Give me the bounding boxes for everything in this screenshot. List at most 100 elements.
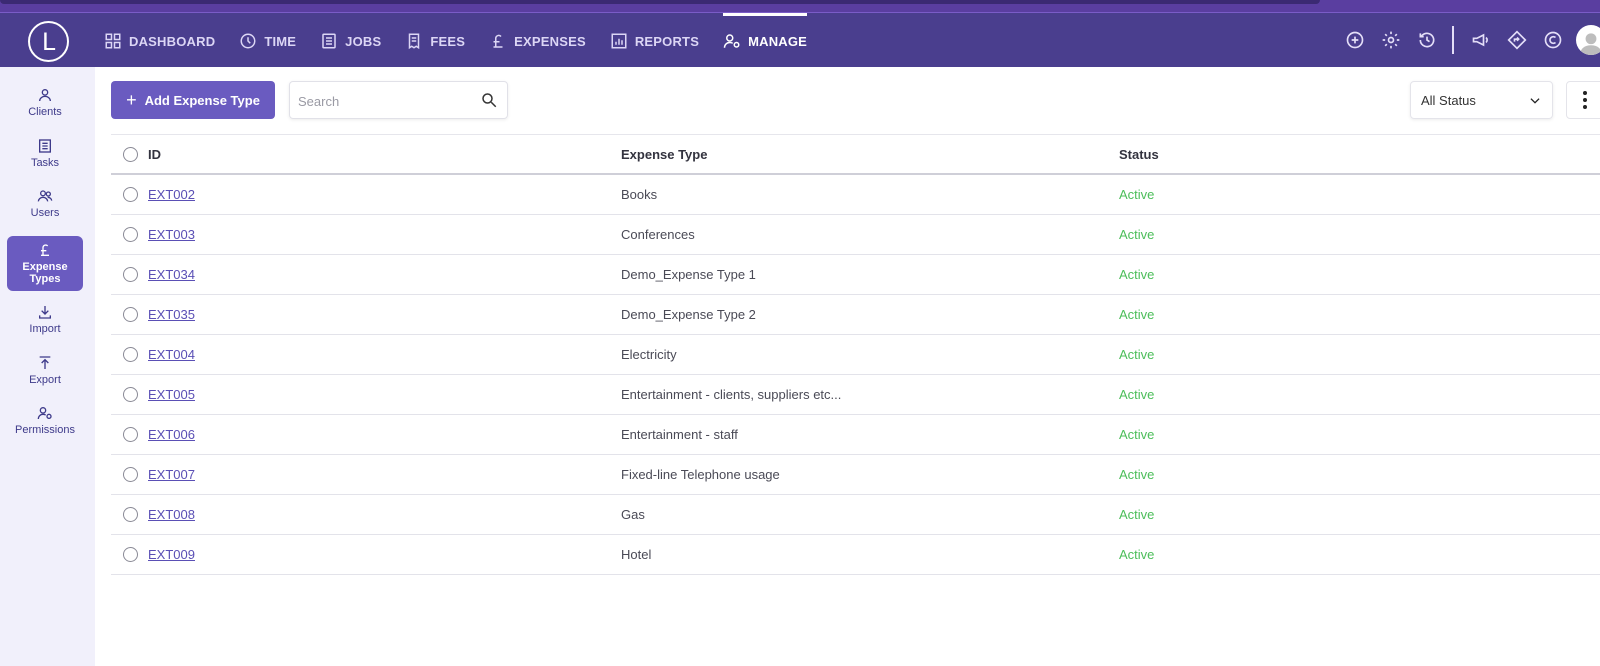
table-row: EXT005 Entertainment - clients, supplier… — [111, 375, 1600, 415]
search-input[interactable] — [298, 91, 468, 111]
row-checkbox[interactable] — [123, 547, 138, 562]
row-id-link[interactable]: EXT007 — [148, 467, 195, 482]
row-checkbox[interactable] — [123, 267, 138, 282]
sidebar-item-label: Users — [30, 207, 60, 219]
expense-types-table: ID Expense Type Status EXT002 Books Acti… — [111, 134, 1600, 575]
main-nav: DASHBOARD TIME JOBS FEES EXPENSES REPORT… — [104, 13, 831, 55]
search-icon[interactable] — [480, 91, 498, 109]
app-logo[interactable]: L — [28, 21, 69, 62]
gear-icon[interactable] — [1380, 29, 1402, 51]
table-row: EXT007 Fixed-line Telephone usage Active — [111, 455, 1600, 495]
row-checkbox[interactable] — [123, 187, 138, 202]
logo-letter: L — [41, 27, 56, 56]
table-row: EXT004 Electricity Active — [111, 335, 1600, 375]
user-gear-icon — [723, 34, 740, 48]
top-navbar: L DASHBOARD TIME JOBS FEES EXPENSES REPO… — [0, 0, 1600, 67]
table-header: ID Expense Type Status — [111, 134, 1600, 175]
row-status: Active — [1119, 427, 1155, 442]
row-expense-type: Conferences — [621, 227, 695, 242]
history-icon[interactable] — [1416, 29, 1438, 51]
more-options-button[interactable] — [1566, 81, 1600, 119]
row-id-link[interactable]: EXT006 — [148, 427, 195, 442]
row-checkbox[interactable] — [123, 227, 138, 242]
nav-label: DASHBOARD — [129, 33, 216, 49]
status-filter-select[interactable]: All Status — [1410, 81, 1553, 119]
row-status: Active — [1119, 387, 1155, 402]
table-row: EXT034 Demo_Expense Type 1 Active — [111, 255, 1600, 295]
nav-label: MANAGE — [748, 33, 808, 49]
sidebar-item-import[interactable]: Import — [7, 304, 83, 335]
avatar[interactable] — [1576, 25, 1600, 55]
table-row: EXT003 Conferences Active — [111, 215, 1600, 255]
sidebar-item-expense-types[interactable]: Expense Types — [7, 236, 83, 291]
add-expense-type-button[interactable]: + Add Expense Type — [111, 81, 275, 119]
grid-icon — [105, 33, 121, 49]
table-row: EXT009 Hotel Active — [111, 535, 1600, 575]
copyright-icon[interactable] — [1542, 29, 1564, 51]
chevron-down-icon — [1530, 98, 1540, 104]
nav-label: FEES — [430, 33, 466, 49]
row-id-link[interactable]: EXT034 — [148, 267, 195, 282]
row-id-link[interactable]: EXT009 — [148, 547, 195, 562]
sidebar-item-permissions[interactable]: Permissions — [7, 405, 83, 436]
row-status: Active — [1119, 267, 1155, 282]
row-expense-type: Books — [621, 187, 658, 202]
nav-jobs[interactable]: JOBS — [320, 27, 381, 55]
add-button-label: Add Expense Type — [144, 92, 260, 108]
search-box — [289, 81, 508, 119]
pound-icon — [493, 34, 503, 48]
row-id-link[interactable]: EXT005 — [148, 387, 195, 402]
nav-label: JOBS — [345, 33, 382, 49]
nav-expenses[interactable]: EXPENSES — [489, 27, 586, 55]
sidebar-item-export[interactable]: Export — [7, 355, 83, 386]
table-row: EXT006 Entertainment - staff Active — [111, 415, 1600, 455]
users-icon — [37, 190, 53, 202]
row-status: Active — [1119, 227, 1155, 242]
header-status[interactable]: Status — [1119, 146, 1159, 162]
row-id-link[interactable]: EXT004 — [148, 347, 195, 362]
row-expense-type: Demo_Expense Type 1 — [621, 267, 756, 282]
row-id-link[interactable]: EXT035 — [148, 307, 195, 322]
row-checkbox[interactable] — [123, 307, 138, 322]
row-checkbox[interactable] — [123, 387, 138, 402]
row-id-link[interactable]: EXT003 — [148, 227, 195, 242]
plus-icon: + — [126, 89, 137, 110]
row-expense-type: Gas — [621, 507, 645, 522]
sidebar-item-clients[interactable]: Clients — [7, 87, 83, 118]
row-id-link[interactable]: EXT002 — [148, 187, 195, 202]
nav-time[interactable]: TIME — [239, 27, 296, 55]
header-expense-type[interactable]: Expense Type — [621, 146, 708, 162]
table-row: EXT002 Books Active — [111, 175, 1600, 215]
header-id[interactable]: ID — [148, 146, 161, 162]
row-expense-type: Fixed-line Telephone usage — [621, 467, 780, 482]
select-all-checkbox[interactable] — [123, 146, 138, 162]
nav-dashboard[interactable]: DASHBOARD — [104, 27, 215, 55]
row-checkbox[interactable] — [123, 347, 138, 362]
bar-chart-icon — [611, 33, 627, 49]
top-icons — [1330, 25, 1600, 55]
sidebar-item-label: Export — [29, 374, 61, 386]
nav-manage[interactable]: MANAGE — [723, 13, 808, 55]
person-icon — [39, 89, 51, 102]
row-id-link[interactable]: EXT008 — [148, 507, 195, 522]
table-row: EXT035 Demo_Expense Type 2 Active — [111, 295, 1600, 335]
task-list-icon — [39, 139, 51, 153]
table-row: EXT008 Gas Active — [111, 495, 1600, 535]
export-icon — [39, 356, 51, 369]
row-expense-type: Entertainment - clients, suppliers etc..… — [621, 387, 842, 402]
row-status: Active — [1119, 307, 1155, 322]
sidebar-item-label: Import — [29, 323, 61, 335]
row-checkbox[interactable] — [123, 507, 138, 522]
row-checkbox[interactable] — [123, 467, 138, 482]
nav-label: TIME — [264, 33, 297, 49]
sidebar-item-tasks[interactable]: Tasks — [7, 138, 83, 169]
row-expense-type: Entertainment - staff — [621, 427, 738, 442]
row-checkbox[interactable] — [123, 427, 138, 442]
row-status: Active — [1119, 547, 1155, 562]
add-circle-icon[interactable] — [1344, 29, 1366, 51]
nav-fees[interactable]: FEES — [405, 27, 465, 55]
nav-reports[interactable]: REPORTS — [610, 27, 699, 55]
diamond-arrow-icon[interactable] — [1506, 29, 1528, 51]
megaphone-icon[interactable] — [1470, 29, 1492, 51]
sidebar-item-users[interactable]: Users — [7, 188, 83, 219]
